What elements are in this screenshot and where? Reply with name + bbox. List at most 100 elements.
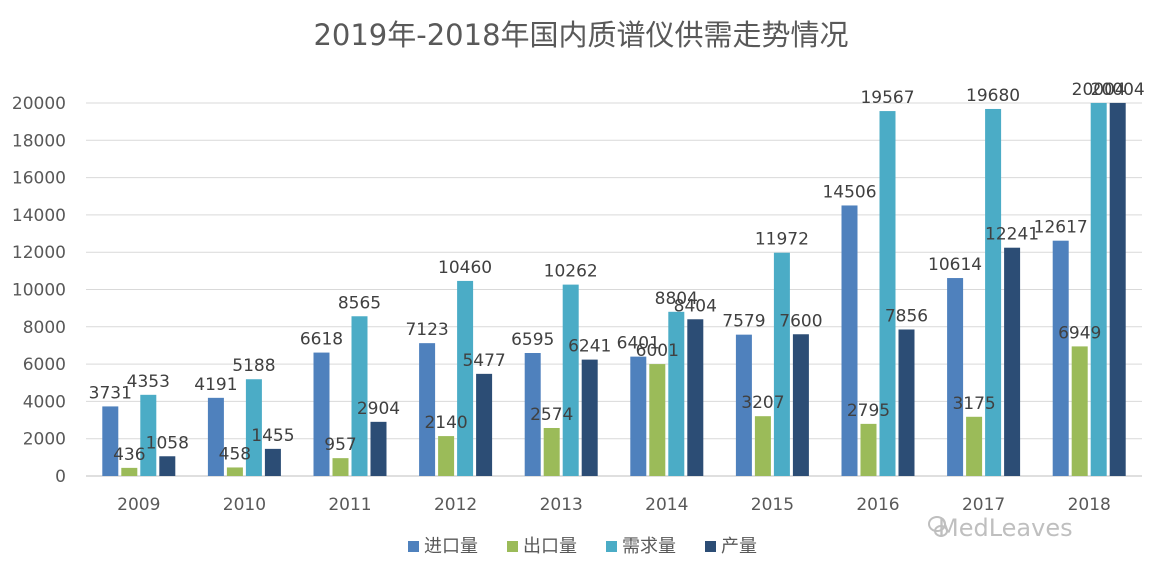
y-tick-label: 10000 [12,281,66,301]
bar [649,364,666,476]
bar [581,359,598,476]
bar [985,108,1002,476]
bar [140,394,157,476]
data-label: 12617 [1034,218,1088,238]
bar [1052,240,1069,476]
bar [754,416,771,476]
bar [1109,102,1126,476]
bar [562,284,579,476]
data-label: 4191 [194,375,237,395]
data-label: 3207 [741,393,784,413]
data-label: 1455 [251,426,294,446]
y-tick-label: 4000 [23,392,66,412]
data-label: 2795 [847,401,890,421]
data-label: 7856 [885,306,928,326]
x-tick-label: 2015 [751,495,794,515]
bar [630,356,647,476]
data-label: 3731 [89,383,132,403]
x-tick-label: 2017 [962,495,1005,515]
bar [159,456,176,476]
data-label: 458 [219,444,251,464]
data-label: 8404 [674,296,717,316]
data-label: 7579 [722,312,765,332]
data-label: 957 [324,435,356,455]
x-tick-label: 2018 [1068,495,1111,515]
data-label: 2574 [530,405,573,425]
bar [438,436,455,476]
x-tick-label: 2011 [328,495,371,515]
bar [543,427,560,476]
data-label: 10262 [544,262,598,282]
bar [370,421,387,476]
bar [687,319,704,476]
bar [102,406,119,476]
data-label: 3175 [952,394,995,414]
watermark-text: MedLeaves [938,514,1073,542]
data-label: 5188 [232,356,275,376]
bar [476,373,493,476]
bar [735,334,752,476]
data-label: 2904 [357,399,400,419]
y-tick-label: 8000 [23,318,66,338]
y-tick-label: 2000 [23,430,66,450]
data-label: 8565 [338,293,381,313]
x-tick-label: 2009 [117,495,160,515]
data-label: 1058 [146,433,189,453]
data-label: 11972 [755,230,809,250]
bar [773,252,790,476]
y-tick-label: 14000 [12,206,66,226]
bar [245,379,262,476]
bar [1071,346,1088,476]
legend-swatch [507,541,518,552]
y-tick-label: 0 [55,467,66,487]
data-label: 7123 [405,320,448,340]
bar [860,423,877,476]
data-label: 6241 [568,337,611,357]
x-tick-label: 2010 [223,495,266,515]
y-tick-label: 16000 [12,169,66,189]
bar [264,448,281,476]
bar [332,458,349,476]
data-label: 2140 [424,413,467,433]
chart-title: 2019年-2018年国内质谱仪供需走势情况 [313,18,849,52]
bar [457,280,474,476]
y-tick-label: 6000 [23,355,66,375]
data-label: 6001 [636,341,679,361]
bar [1004,247,1021,476]
y-tick-label: 18000 [12,131,66,151]
bar [898,329,915,476]
data-label: 6401 [617,334,660,354]
bar [668,311,685,476]
data-label: 14506 [822,182,876,202]
data-label: 20004 [1072,80,1126,100]
bar [207,397,224,476]
bar [313,352,330,476]
data-label: 4353 [127,372,170,392]
data-label: 20004 [1091,80,1145,100]
bar [792,334,809,476]
data-label: 19567 [860,88,914,108]
bar [947,278,964,476]
legend-swatch [705,541,716,552]
legend-label: 需求量 [622,536,676,557]
x-tick-label: 2016 [856,495,899,515]
bar [351,316,368,476]
data-label: 6949 [1058,323,1101,343]
data-label: 12241 [985,225,1039,245]
data-label: 10460 [438,258,492,278]
x-tick-label: 2012 [434,495,477,515]
data-label: 19680 [966,86,1020,106]
x-tick-label: 2013 [540,495,583,515]
legend-label: 出口量 [523,536,577,557]
y-tick-label: 20000 [12,94,66,114]
bar [966,416,983,476]
x-tick-label: 2014 [645,495,688,515]
bar [879,111,896,477]
legend-swatch [408,541,419,552]
bar [1090,102,1107,476]
bar [226,467,243,476]
data-label: 6595 [511,330,554,350]
data-label: 436 [113,445,145,465]
bar [841,205,858,476]
